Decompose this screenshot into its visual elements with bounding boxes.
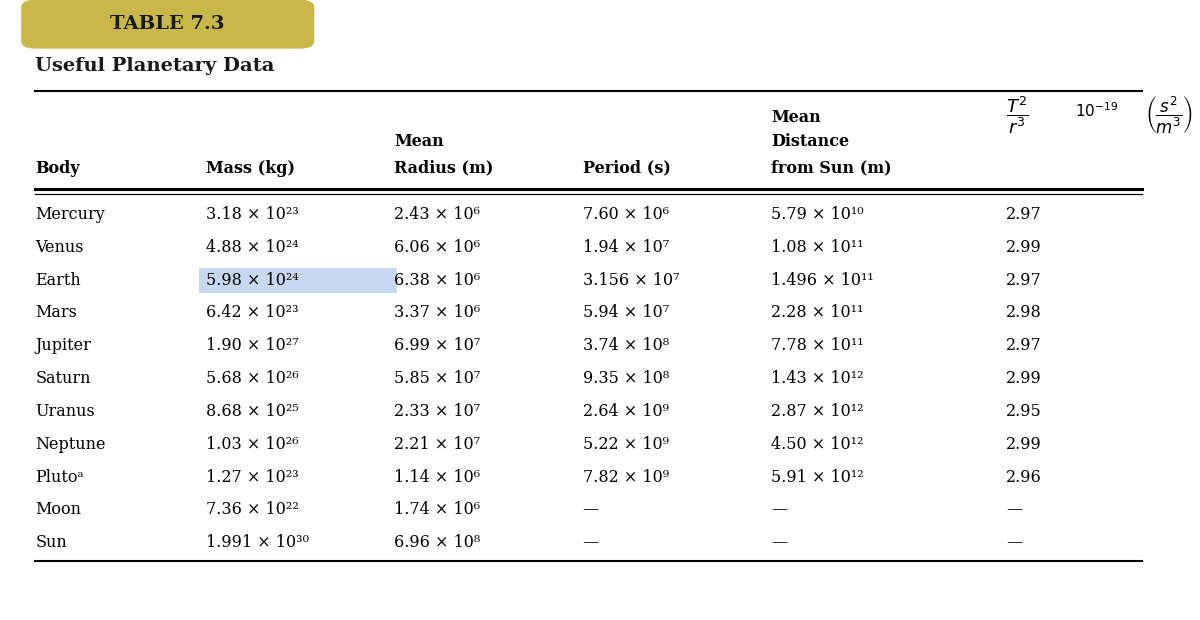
Text: 1.991 × 10³⁰: 1.991 × 10³⁰ [206,534,308,551]
Text: Mass (kg): Mass (kg) [206,159,295,177]
Text: —: — [583,502,599,518]
Text: —: — [770,502,787,518]
Text: 2.87 × 10¹²: 2.87 × 10¹² [770,403,864,420]
Text: 3.37 × 10⁶: 3.37 × 10⁶ [395,304,480,321]
Text: 7.82 × 10⁹: 7.82 × 10⁹ [583,469,668,485]
Text: 5.91 × 10¹²: 5.91 × 10¹² [770,469,864,485]
Text: 7.60 × 10⁶: 7.60 × 10⁶ [583,206,668,223]
Text: —: — [1007,534,1022,551]
Text: 2.97: 2.97 [1007,206,1042,223]
Text: 2.64 × 10⁹: 2.64 × 10⁹ [583,403,668,420]
Text: Distance: Distance [770,133,850,150]
Text: Mean: Mean [395,133,444,150]
Text: 6.06 × 10⁶: 6.06 × 10⁶ [395,239,480,256]
Text: Mars: Mars [35,304,77,321]
Text: 5.22 × 10⁹: 5.22 × 10⁹ [583,436,668,453]
Text: 5.85 × 10⁷: 5.85 × 10⁷ [395,370,480,387]
Text: Mean: Mean [770,109,821,126]
Text: 1.14 × 10⁶: 1.14 × 10⁶ [395,469,480,485]
Text: 2.99: 2.99 [1007,370,1042,387]
Text: 4.50 × 10¹²: 4.50 × 10¹² [770,436,864,453]
Text: 1.43 × 10¹²: 1.43 × 10¹² [770,370,864,387]
Text: $\dfrac{T^2}{r^3}$: $\dfrac{T^2}{r^3}$ [1007,95,1030,136]
Text: 2.99: 2.99 [1007,239,1042,256]
Text: Jupiter: Jupiter [35,337,91,354]
Text: Plutoᵃ: Plutoᵃ [35,469,84,485]
Text: from Sun (m): from Sun (m) [770,159,892,177]
Text: 1.496 × 10¹¹: 1.496 × 10¹¹ [770,272,874,289]
Text: Saturn: Saturn [35,370,91,387]
Text: 5.94 × 10⁷: 5.94 × 10⁷ [583,304,668,321]
Text: Moon: Moon [35,502,82,518]
Text: 2.97: 2.97 [1007,272,1042,289]
Text: 1.74 × 10⁶: 1.74 × 10⁶ [395,502,480,518]
Text: —: — [770,534,787,551]
Text: 3.156 × 10⁷: 3.156 × 10⁷ [583,272,679,289]
Text: 7.78 × 10¹¹: 7.78 × 10¹¹ [770,337,864,354]
Text: Body: Body [35,159,80,177]
Text: Venus: Venus [35,239,84,256]
Text: 1.90 × 10²⁷: 1.90 × 10²⁷ [206,337,299,354]
Text: 8.68 × 10²⁵: 8.68 × 10²⁵ [206,403,299,420]
Text: Sun: Sun [35,534,67,551]
Text: 1.94 × 10⁷: 1.94 × 10⁷ [583,239,668,256]
Text: 5.79 × 10¹⁰: 5.79 × 10¹⁰ [770,206,864,223]
Text: 2.43 × 10⁶: 2.43 × 10⁶ [395,206,480,223]
Text: TABLE 7.3: TABLE 7.3 [110,15,224,33]
Text: —: — [583,534,599,551]
FancyBboxPatch shape [22,0,314,48]
Text: 2.21 × 10⁷: 2.21 × 10⁷ [395,436,480,453]
Text: 7.36 × 10²²: 7.36 × 10²² [206,502,299,518]
Text: 1.27 × 10²³: 1.27 × 10²³ [206,469,299,485]
FancyBboxPatch shape [199,268,397,293]
Text: 4.88 × 10²⁴: 4.88 × 10²⁴ [206,239,299,256]
Text: —: — [1007,502,1022,518]
Text: Radius (m): Radius (m) [395,159,493,177]
Text: 2.97: 2.97 [1007,337,1042,354]
Text: $10^{-19}$: $10^{-19}$ [1075,102,1118,120]
Text: 5.98 × 10²⁴: 5.98 × 10²⁴ [206,272,299,289]
Text: 3.18 × 10²³: 3.18 × 10²³ [206,206,299,223]
Text: Mercury: Mercury [35,206,106,223]
Text: 3.74 × 10⁸: 3.74 × 10⁸ [583,337,668,354]
Text: Period (s): Period (s) [583,159,671,177]
Text: 1.08 × 10¹¹: 1.08 × 10¹¹ [770,239,864,256]
Text: 6.99 × 10⁷: 6.99 × 10⁷ [395,337,480,354]
Text: Useful Planetary Data: Useful Planetary Data [35,57,275,75]
Text: 9.35 × 10⁸: 9.35 × 10⁸ [583,370,668,387]
Text: 2.28 × 10¹¹: 2.28 × 10¹¹ [770,304,863,321]
Text: 2.95: 2.95 [1007,403,1042,420]
Text: $\left(\dfrac{s^2}{m^3}\right)$: $\left(\dfrac{s^2}{m^3}\right)$ [1145,95,1193,136]
Text: 2.98: 2.98 [1007,304,1042,321]
Text: Neptune: Neptune [35,436,106,453]
Text: 6.96 × 10⁸: 6.96 × 10⁸ [395,534,480,551]
Text: 1.03 × 10²⁶: 1.03 × 10²⁶ [206,436,299,453]
Text: 2.96: 2.96 [1007,469,1042,485]
Text: 2.33 × 10⁷: 2.33 × 10⁷ [395,403,480,420]
Text: Earth: Earth [35,272,82,289]
Text: Uranus: Uranus [35,403,95,420]
Text: 5.68 × 10²⁶: 5.68 × 10²⁶ [206,370,299,387]
Text: 6.38 × 10⁶: 6.38 × 10⁶ [395,272,480,289]
Text: 2.99: 2.99 [1007,436,1042,453]
Text: 6.42 × 10²³: 6.42 × 10²³ [206,304,299,321]
